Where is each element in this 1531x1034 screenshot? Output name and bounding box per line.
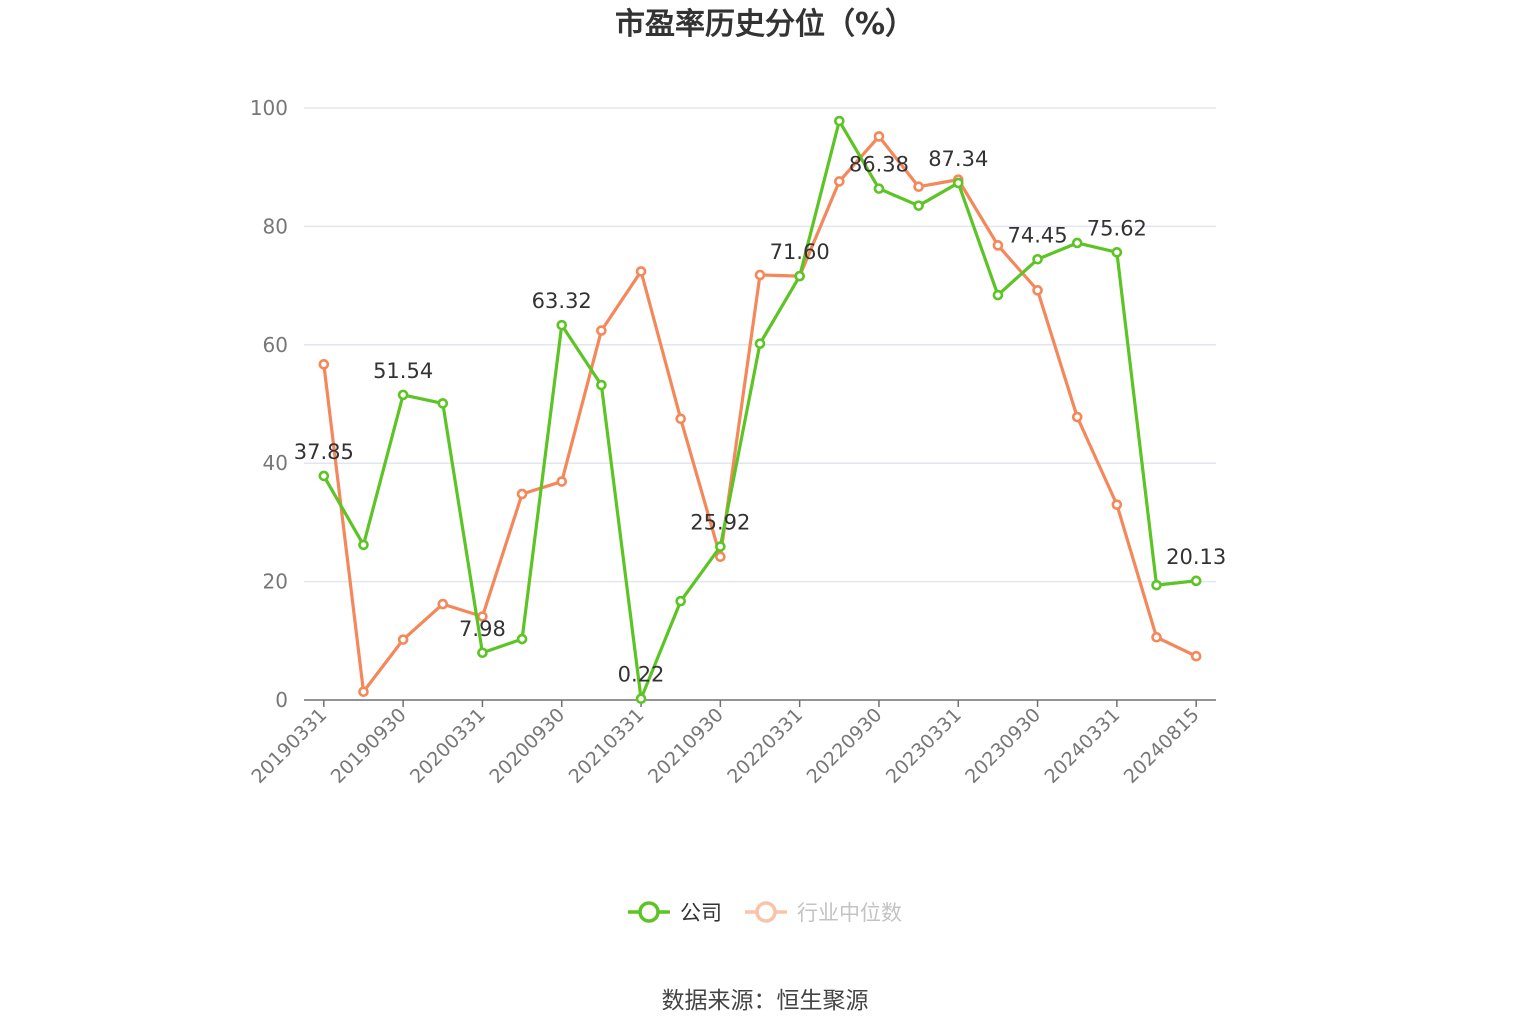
- data-point: [1032, 285, 1043, 296]
- data-point: [754, 338, 766, 349]
- data-point: [1111, 499, 1123, 510]
- legend[interactable]: 公司 行业中位数: [628, 901, 902, 925]
- legend-swatch-marker: [755, 901, 777, 923]
- x-tick-label: 20190930: [327, 704, 411, 788]
- y-axis: 0 20 40 60 80 100: [250, 96, 288, 712]
- data-point: [437, 598, 449, 610]
- data-point: [715, 541, 726, 552]
- data-point: [873, 131, 885, 142]
- series-line: [322, 119, 1197, 701]
- data-point: [358, 686, 369, 698]
- data-point: [715, 551, 726, 563]
- data-point: [675, 413, 686, 425]
- legend-swatch-marker: [638, 901, 660, 923]
- data-point: [992, 240, 1004, 251]
- data-label: 20.13: [1166, 545, 1226, 569]
- data-point: [596, 325, 607, 336]
- x-tick-label: 20210930: [644, 704, 728, 788]
- data-point: [1111, 247, 1123, 258]
- data-point: [952, 177, 964, 189]
- data-point: [516, 488, 528, 500]
- data-label: 25.92: [690, 511, 750, 535]
- series-0: [318, 115, 1202, 704]
- data-label: 51.54: [373, 359, 433, 383]
- data-point: [596, 379, 607, 391]
- x-tick-label: 20220331: [723, 704, 807, 788]
- data-label: 37.85: [294, 440, 354, 464]
- data-point: [635, 266, 647, 277]
- data-point: [913, 200, 924, 211]
- legend-label: 行业中位数: [797, 901, 902, 925]
- data-label: 87.34: [928, 147, 988, 171]
- data-point: [477, 647, 488, 659]
- data-point: [1151, 579, 1162, 591]
- y-tick-label: 0: [275, 688, 288, 712]
- x-tick-label: 20190331: [247, 704, 331, 788]
- source-note: 数据来源：恒生聚源: [662, 988, 869, 1014]
- y-tick-label: 100: [250, 96, 288, 120]
- data-point: [1071, 237, 1083, 249]
- data-point: [1032, 253, 1043, 265]
- x-tick-label: 20210331: [565, 704, 649, 788]
- x-tick-label: 20240815: [1120, 704, 1204, 788]
- legend-item-1[interactable]: 行业中位数: [745, 901, 902, 925]
- data-point: [358, 539, 369, 551]
- data-label: 74.45: [1008, 223, 1068, 247]
- legend-item-0[interactable]: 公司: [628, 901, 722, 925]
- data-label: 71.60: [770, 240, 830, 264]
- data-point: [834, 115, 845, 127]
- data-point: [318, 359, 330, 370]
- data-point: [1190, 575, 1202, 587]
- data-point: [913, 181, 924, 193]
- x-tick-label: 20230930: [961, 704, 1045, 788]
- data-labels: 37.85 51.54 7.98 63.32 0.22 25.92 71.60 86.38 87…: [294, 147, 1226, 687]
- y-tick-label: 60: [263, 333, 288, 357]
- series-line: [322, 134, 1197, 694]
- data-label: 63.32: [532, 289, 592, 313]
- data-label: 75.62: [1087, 216, 1147, 240]
- y-tick-label: 80: [263, 214, 288, 238]
- data-point: [1071, 411, 1083, 423]
- data-point: [794, 270, 805, 282]
- y-tick-label: 40: [263, 451, 288, 475]
- data-label: 86.38: [849, 153, 909, 177]
- data-label: 7.98: [459, 617, 506, 641]
- x-tick-label: 20200930: [485, 704, 569, 788]
- y-tick-label: 20: [263, 570, 288, 594]
- data-point: [318, 470, 330, 482]
- data-point: [635, 693, 647, 704]
- data-point: [992, 289, 1004, 301]
- data-point: [873, 183, 885, 194]
- data-point: [675, 595, 686, 607]
- x-tick-label: 20230331: [882, 704, 966, 788]
- data-point: [754, 269, 766, 281]
- data-point: [556, 319, 568, 331]
- data-point: [1151, 631, 1162, 643]
- series-layer: [318, 115, 1202, 704]
- series-1: [318, 131, 1202, 698]
- x-axis-ticks: 2019033120190930202003312020093020210331…: [247, 700, 1204, 788]
- data-point: [477, 611, 488, 622]
- data-label: 0.22: [618, 663, 665, 687]
- x-tick-label: 20200331: [406, 704, 490, 788]
- x-tick-label: 20240331: [1040, 704, 1124, 788]
- data-point: [397, 634, 409, 645]
- data-point: [437, 398, 449, 409]
- data-point: [556, 476, 568, 487]
- data-point: [834, 176, 845, 187]
- x-tick-label: 20220930: [803, 704, 887, 788]
- data-point: [516, 633, 528, 645]
- legend-label: 公司: [680, 901, 722, 925]
- chart-title: 市盈率历史分位（%）: [615, 7, 915, 42]
- data-point: [397, 389, 409, 401]
- data-point: [1190, 650, 1202, 662]
